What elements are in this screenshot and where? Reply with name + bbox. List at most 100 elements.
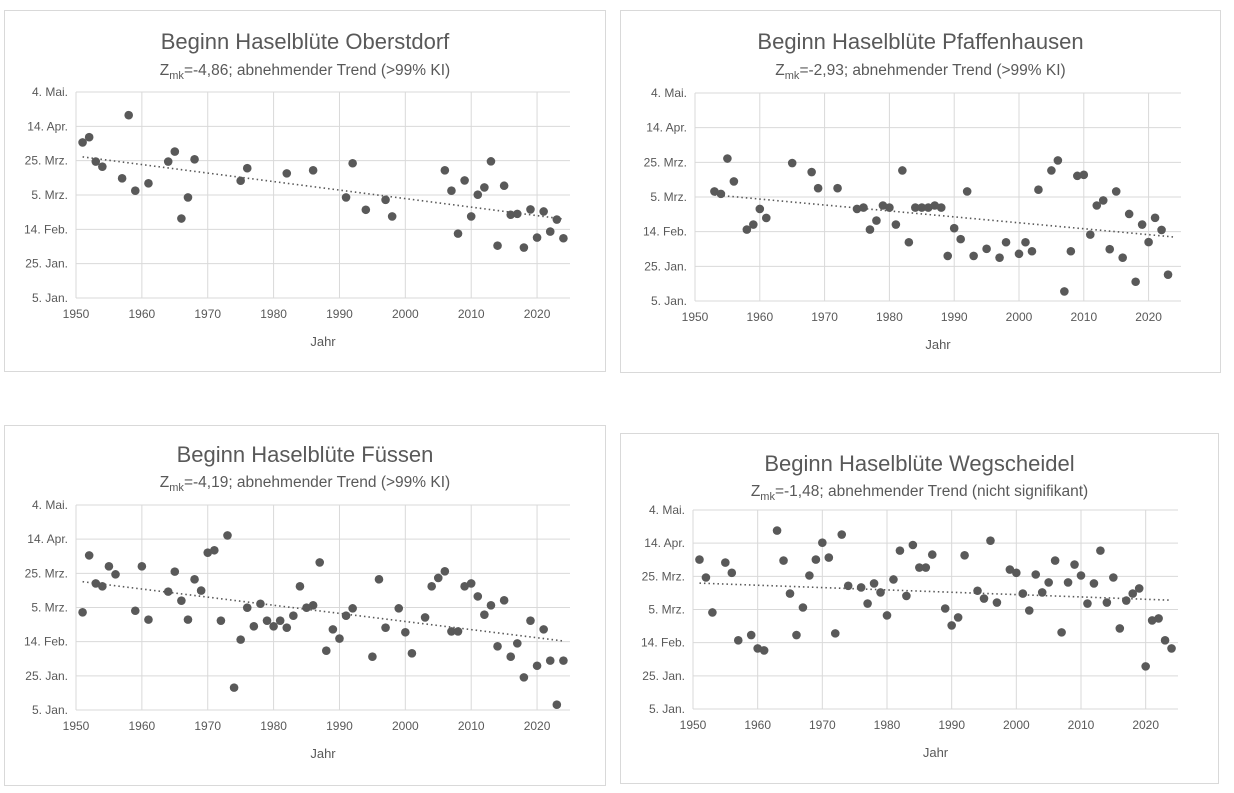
data-point [716,189,726,199]
data-point [526,616,535,625]
trend-line [82,156,564,220]
y-tick-label: 4. Mai. [32,498,68,512]
data-point [723,154,732,163]
data-point [473,190,483,199]
data-point [1073,171,1082,181]
x-tick-label: 1970 [811,310,838,324]
data-point [979,594,989,603]
data-point [1060,287,1069,296]
y-tick-label: 5. Jan. [32,703,68,717]
data-point [878,201,888,210]
data-point [210,545,219,555]
data-point [289,611,298,620]
y-tick-label: 25. Jan. [644,259,687,273]
data-point [1063,578,1073,587]
data-point [282,169,292,178]
chart-title: Beginn Haselblüte Oberstdorf [160,29,450,54]
data-point [908,540,918,550]
data-point [275,616,285,625]
data-point [805,571,814,580]
y-tick-label: 5. Mrz. [31,188,68,202]
data-point [1083,599,1092,608]
data-point [203,548,213,557]
data-point [130,186,140,196]
data-point [440,165,450,175]
data-point [519,673,529,682]
data-point [986,536,995,545]
data-point [163,157,173,166]
x-axis-label: Jahr [310,334,336,349]
data-point [242,163,252,173]
data-point [898,166,907,175]
x-tick-label: 1980 [260,307,287,321]
data-point [401,627,410,637]
subtitle-prefix: Z [159,62,170,79]
data-point [407,648,417,658]
data-point [440,566,450,576]
data-point [1147,616,1157,625]
data-point [1098,196,1108,205]
data-point [1115,624,1125,633]
y-tick-label: 4. Mai. [32,85,68,99]
data-point [953,613,963,622]
y-tick-label: 14. Feb. [643,225,687,239]
data-point [196,586,206,595]
data-point [256,599,265,609]
data-point [545,656,555,665]
data-point [78,138,87,147]
x-tick-label: 2010 [1070,310,1097,324]
data-point [302,603,311,612]
x-axis-label: Jahr [310,746,336,761]
subtitle-text: =-4,19; abnehmender Trend (>99% KI) [183,474,451,491]
data-point [1018,589,1028,598]
x-tick-label: 1950 [63,719,90,733]
data-point [335,634,344,643]
x-tick-label: 1990 [938,718,965,732]
x-tick-label: 2010 [458,307,485,321]
data-point [183,193,193,202]
data-point [811,555,821,564]
x-tick-label: 1980 [874,718,901,732]
data-point [170,147,180,156]
chart-subtitle: Zmk=-4,86; abnehmender Trend (>99% KI) [5,62,605,82]
scatter-plot-oberstdorf: 4. Mai. 14. Apr. 25. Mrz. 5. Mrz. 14. Feb. 25… [24,85,570,349]
data-point [1141,662,1150,671]
x-tick-label: 1990 [941,310,968,324]
x-tick-label: 1960 [746,310,773,324]
data-point [943,251,953,261]
data-point [493,241,502,250]
data-point [236,176,245,186]
data-point [917,203,927,212]
data-point [863,599,872,608]
data-point [1005,565,1015,574]
x-tick-label: 1970 [194,719,221,733]
subtitle-prefix: Z [750,483,761,500]
data-point [124,110,133,120]
data-point [727,568,737,578]
data-point [1154,614,1163,623]
data-point [447,627,456,636]
data-point [480,610,489,619]
data-point [1079,170,1089,180]
data-point [792,630,801,640]
y-tick-label: 5. Jan. [32,291,68,305]
x-tick-label: 1960 [129,307,156,321]
data-point [427,582,436,591]
data-point [807,167,816,177]
data-point [420,613,430,622]
data-point [269,621,278,631]
data-point [1131,277,1140,287]
subtitle-prefix: Z [775,62,785,79]
data-point [911,203,920,212]
y-tick-label: 5. Jan. [651,294,687,308]
data-point [539,625,548,634]
data-point [1044,578,1053,587]
data-point [1105,244,1115,254]
data-point [1102,598,1112,607]
y-tick-label: 14. Apr. [27,119,68,133]
data-point [532,661,542,671]
chart-subtitle: Zmk=-2,93; abnehmender Trend (>99% KI) [621,62,1220,82]
data-point [1121,596,1131,605]
data-point [91,579,101,588]
x-axis-label: Jahr [925,337,951,352]
